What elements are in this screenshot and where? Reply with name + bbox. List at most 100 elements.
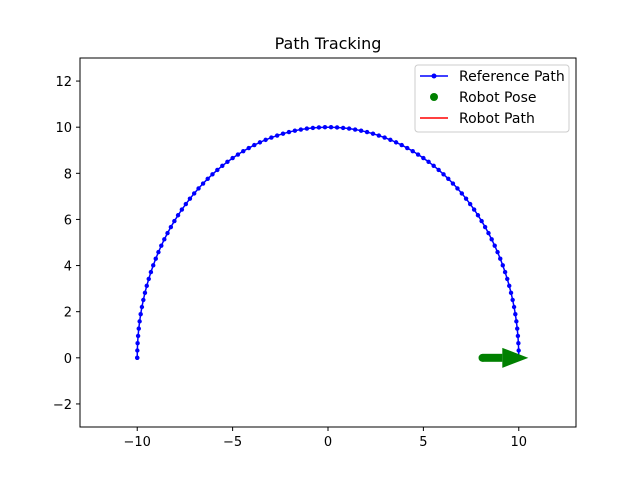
axes-frame [79, 57, 577, 428]
reference-path-point [280, 131, 286, 136]
legend-reference-path-marker [431, 73, 437, 79]
reference-path-point [475, 213, 481, 218]
reference-path-point [436, 167, 441, 173]
legend-robot-pose-label: Robot Pose [459, 90, 536, 106]
reference-path-point [191, 191, 197, 196]
reference-path-point [304, 126, 310, 131]
reference-path-point [426, 159, 431, 165]
reference-path-point [175, 213, 181, 218]
reference-path-point [142, 290, 148, 296]
reference-path-point [515, 333, 521, 339]
reference-path-point [263, 137, 268, 143]
reference-path-point [137, 319, 142, 324]
reference-path-point [516, 348, 521, 353]
reference-path-point [463, 196, 469, 201]
reference-path-point [162, 237, 167, 242]
reference-path-point [388, 137, 393, 143]
chart-title: Path Tracking [275, 34, 382, 53]
reference-path-point [269, 135, 274, 140]
reference-path-point [495, 249, 500, 255]
reference-path-point [292, 128, 298, 133]
axis-ticks: −10 −5 0 5 10 −2 0 2 4 6 8 10 12 [53, 75, 527, 450]
reference-path-point [415, 152, 421, 157]
robot-heading-arrow-shaft [482, 353, 503, 362]
legend-robot-pose-marker [430, 93, 438, 101]
reference-path-point [446, 176, 451, 182]
reference-path-point [252, 142, 257, 148]
reference-path-point [498, 256, 503, 261]
plot-area [135, 125, 529, 368]
reference-path-point [508, 290, 514, 296]
reference-path-point [358, 128, 364, 133]
reference-path-point [241, 148, 246, 154]
reference-path-point [153, 256, 158, 261]
reference-path-point [246, 145, 251, 151]
reference-path-point [257, 140, 263, 145]
reference-path-point [514, 319, 519, 324]
reference-path-point [144, 283, 149, 289]
x-tick-label: −5 [223, 435, 242, 450]
reference-path-point [393, 140, 399, 145]
reference-path-point [136, 326, 141, 331]
reference-path-point [322, 125, 328, 130]
y-tick-label: 8 [64, 167, 72, 182]
reference-path-point [507, 283, 512, 289]
legend-robot-path-label: Robot Path [459, 111, 535, 127]
reference-path-point [405, 145, 410, 151]
reference-path-point [139, 304, 145, 310]
reference-path-point [376, 133, 382, 138]
reference-path-point [492, 243, 497, 248]
reference-path-point [467, 201, 473, 207]
reference-path-point [220, 163, 225, 168]
reference-path-point [187, 196, 193, 201]
reference-path-point [135, 348, 140, 353]
reference-path-point [310, 125, 316, 131]
reference-path-point [135, 355, 140, 361]
reference-path-point [274, 133, 280, 138]
legend-reference-path-label: Reference Path [459, 69, 565, 85]
x-tick-label: 5 [419, 435, 427, 450]
reference-path-point [200, 181, 206, 186]
reference-path-line [136, 126, 520, 358]
y-tick-label: −2 [53, 398, 72, 413]
legend-box [414, 64, 570, 133]
y-tick-label: 10 [55, 121, 72, 136]
reference-path-point [165, 230, 170, 236]
y-tick-label: 0 [64, 352, 72, 367]
reference-path-point [450, 181, 456, 186]
reference-path-point [479, 218, 484, 224]
x-tick-label: 10 [510, 435, 527, 450]
reference-path-point [151, 263, 156, 268]
reference-path-point [210, 172, 215, 177]
reference-path-point [215, 167, 220, 173]
y-tick-label: 2 [64, 306, 72, 321]
reference-path-point [410, 148, 415, 154]
reference-path-point [172, 218, 177, 224]
reference-path-point [505, 276, 510, 282]
reference-path-point [316, 125, 322, 130]
reference-path-point [205, 176, 210, 182]
reference-path-point [168, 224, 174, 230]
reference-path-point [156, 249, 161, 255]
reference-path-point [500, 263, 505, 268]
reference-path-point [138, 311, 143, 317]
reference-path-point [431, 163, 436, 168]
reference-path-point [489, 237, 494, 242]
reference-path-point [135, 340, 140, 346]
reference-path-point [298, 127, 304, 132]
reference-path-point [364, 129, 370, 135]
reference-path-point [286, 129, 292, 135]
reference-path-point [513, 311, 518, 317]
reference-path-point [515, 326, 520, 331]
reference-path-point [482, 224, 488, 230]
legend: Reference Path Robot Pose Robot Path [414, 64, 570, 133]
reference-path-point [183, 201, 189, 207]
robot-pose-marker [478, 353, 487, 362]
x-tick-label: 0 [324, 435, 332, 450]
reference-path-point [225, 159, 230, 165]
y-tick-label: 6 [64, 213, 72, 228]
y-tick-label: 4 [64, 260, 72, 275]
reference-path-point [459, 191, 465, 196]
reference-path-point [141, 297, 146, 303]
